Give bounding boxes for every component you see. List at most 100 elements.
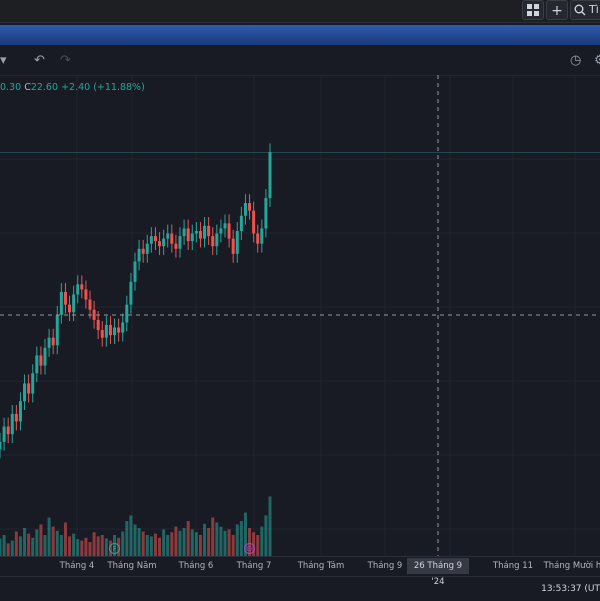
candle-body (14, 413, 18, 422)
volume-bar (125, 521, 129, 556)
candle-body (170, 233, 174, 244)
candle-body (153, 236, 157, 242)
undo-icon[interactable]: ↶ (34, 53, 45, 68)
x-tick: Tháng Mười ha (543, 561, 600, 571)
candle-body (174, 243, 178, 249)
candle-body (23, 383, 27, 402)
volume-bar (215, 522, 219, 556)
candle-body (47, 337, 51, 348)
volume-bar (239, 521, 243, 556)
volume-bar (63, 522, 67, 556)
add-button[interactable]: + (546, 0, 568, 20)
volume-bar (182, 528, 186, 556)
candle-body (76, 284, 80, 295)
candle-body (100, 330, 104, 338)
volume-bar (2, 535, 6, 556)
volume-bar (23, 528, 27, 556)
dropdown-chevron-icon[interactable]: ▾ (0, 53, 7, 68)
volume-bar (133, 524, 137, 556)
volume-bar (260, 526, 264, 556)
candle-body (219, 228, 223, 234)
alert-clock-icon[interactable]: ◷ (570, 53, 582, 68)
volume-bar (129, 515, 133, 556)
x-tick: Tháng 6 (178, 561, 214, 571)
volume-bar (51, 526, 55, 556)
volume-bar (6, 543, 10, 556)
candle-body (27, 383, 31, 394)
candle-body (252, 210, 256, 234)
volume-bar (47, 517, 51, 556)
volume-bar (219, 526, 223, 556)
volume-bar (203, 523, 207, 556)
candle-body (178, 236, 182, 249)
candle-body (198, 230, 202, 239)
candle-body (137, 248, 141, 262)
candle-body (18, 401, 22, 422)
volume-bar (248, 528, 252, 556)
volume-bar (0, 538, 2, 556)
candle-body (260, 228, 264, 244)
volume-bar (35, 529, 39, 556)
event-marker-f[interactable]: F (109, 543, 120, 554)
candle-body (6, 426, 10, 435)
volume-bar (137, 528, 141, 556)
volume-bar (88, 542, 92, 556)
volume-bar (211, 517, 215, 556)
volume-bar (166, 535, 170, 556)
price-chart[interactable] (0, 75, 600, 556)
volume-bar (158, 537, 162, 556)
legend-close-label: C (24, 82, 31, 93)
candle-body (31, 373, 35, 394)
volume-bar (92, 532, 96, 556)
layout-grid-icon[interactable] (522, 0, 544, 20)
volume-bar (170, 532, 174, 556)
candle-body (182, 228, 186, 237)
legend-close-value: 22.60 (30, 82, 59, 93)
candle-body (248, 203, 252, 211)
candle-body (117, 327, 121, 333)
volume-bar (121, 531, 125, 556)
candle-body (92, 309, 96, 320)
candle-body (63, 291, 67, 305)
candle-body (84, 289, 88, 300)
volume-bar (235, 524, 239, 556)
volume-bar (256, 535, 260, 556)
candle-body (125, 304, 129, 323)
candle-body (121, 322, 125, 333)
candle-body (43, 347, 47, 366)
volume-bar (227, 529, 231, 556)
volume-bar (80, 540, 84, 556)
candle-body (243, 203, 247, 216)
candle-body (59, 291, 63, 315)
volume-bar (198, 535, 202, 556)
volume-bar (145, 535, 149, 556)
volume-bar (223, 530, 227, 556)
volume-bar (100, 535, 104, 556)
volume-bar (243, 512, 247, 556)
redo-icon[interactable]: ↷ (60, 53, 71, 68)
volume-bar (162, 529, 166, 556)
chart-toolbar: ▾ ↶ ↷ ◷ ⚙ (0, 47, 600, 76)
volume-bar (264, 515, 268, 556)
event-marker-d[interactable]: D (244, 543, 255, 554)
candle-body (207, 225, 211, 237)
volume-bar (141, 531, 145, 556)
search-input[interactable]: Tì (570, 0, 600, 20)
volume-bar (194, 532, 198, 556)
volume-bar (55, 530, 59, 556)
x-tick: Tháng 9 (367, 561, 403, 571)
candle-body (51, 337, 55, 346)
candle-body (35, 355, 39, 374)
clock-display: 13:53:37 (UT (541, 584, 600, 594)
candle-body (211, 236, 215, 247)
time-axis: Tháng 4 Tháng Năm Tháng 6 Tháng 7 Tháng … (0, 556, 600, 577)
candle-body (68, 304, 72, 313)
volume-bar (39, 524, 43, 556)
candle-body (39, 355, 43, 366)
volume-bar (10, 540, 14, 556)
volume-bar (104, 538, 108, 556)
ohlc-legend: 0.30 C22.60 +2.40 (+11.88%) (0, 82, 145, 93)
volume-bar (27, 533, 31, 556)
x-tick: Tháng 11 (492, 561, 534, 571)
settings-gear-icon[interactable]: ⚙ (594, 53, 600, 68)
